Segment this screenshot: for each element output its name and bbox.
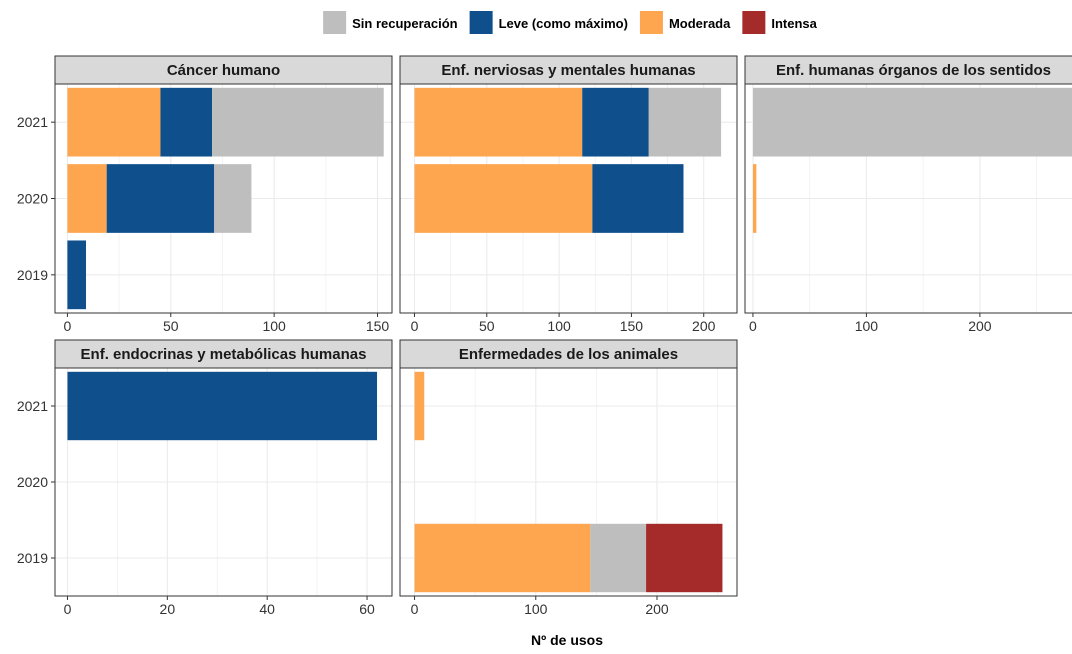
bar-2020-moderada	[67, 164, 107, 233]
facet-title: Enf. humanas órganos de los sentidos	[776, 62, 1051, 79]
legend-swatch-leve-como-maximo	[469, 11, 493, 34]
facet-title: Enf. nerviosas y mentales humanas	[441, 62, 695, 79]
bar-2020-sin-recuperacion	[214, 164, 252, 233]
y-tick-label: 2020	[17, 191, 48, 207]
bar-2020-leve-como-maximo	[592, 164, 684, 233]
bar-2021-sin-recuperacion	[752, 87, 1072, 157]
x-tick-label: 0	[749, 318, 757, 334]
x-tick-label: 100	[547, 318, 571, 334]
facet-strip	[399, 339, 738, 369]
x-tick-label: 0	[411, 318, 419, 334]
y-tick-label: 2020	[17, 474, 48, 490]
x-tick-label: 150	[366, 318, 390, 334]
bar-2020-moderada	[414, 164, 593, 233]
x-tick-label: 100	[262, 318, 286, 334]
x-tick-label: 200	[968, 318, 992, 334]
panel-border	[744, 83, 1072, 314]
y-tick-label: 2019	[17, 550, 48, 566]
bar-2021-sin-recuperacion	[648, 87, 722, 157]
x-tick-label: 60	[359, 601, 375, 617]
facet-title: Enfermedades de los animales	[459, 346, 678, 363]
bar-2021-moderada	[67, 87, 161, 157]
bar-2019-intensa	[646, 523, 723, 593]
legend-swatch-intensa	[742, 11, 766, 34]
facet-title: Cáncer humano	[167, 62, 280, 79]
bar-2021-leve-como-maximo	[67, 371, 378, 441]
y-tick-label: 2021	[17, 114, 48, 130]
bar-2021-leve-como-maximo	[160, 87, 213, 157]
bar-2019-sin-recuperacion	[590, 523, 647, 593]
x-tick-label: 0	[411, 601, 419, 617]
legend-label-leve-como-maximo: Leve (como máximo)	[499, 16, 628, 31]
bar-2019-moderada	[414, 523, 591, 593]
facet-cancer-humano: Cáncer humano 0 50 100 150 2019 2020 2021	[17, 55, 393, 334]
x-axis-title: Nº de usos	[531, 632, 603, 648]
facet-enf-humanas-organos-de-los-sentidos: Enf. humanas órganos de los sentidos 0 100…	[744, 55, 1072, 334]
facet-strip	[54, 339, 393, 369]
x-tick-label: 50	[479, 318, 495, 334]
x-tick-label: 150	[620, 318, 644, 334]
x-tick-label: 40	[259, 601, 275, 617]
legend-label-sin-recuperacion: Sin recuperación	[352, 16, 458, 31]
legend: Sin recuperación Leve (como máximo) Modera…	[323, 11, 818, 34]
facets: Cáncer humano 0 50 100 150 2019 2020 2021 Enf. n…	[17, 55, 1072, 617]
y-tick-label: 2019	[17, 267, 48, 283]
facet-enf-endocrinas-y-metabolicas-humanas: Enf. endocrinas y metabólicas humanas 0 20…	[17, 339, 393, 617]
x-tick-label: 100	[524, 601, 548, 617]
bar-2021-moderada	[414, 87, 583, 157]
facet-strip	[399, 55, 738, 85]
y-tick-label: 2021	[17, 398, 48, 414]
legend-label-intensa: Intensa	[771, 16, 817, 31]
facet-enfermedades-de-los-animales: Enfermedades de los animales 0 100 200	[399, 339, 738, 617]
x-tick-label: 0	[64, 601, 72, 617]
bar-2020-moderada	[752, 164, 757, 233]
x-tick-label: 50	[163, 318, 179, 334]
x-tick-label: 100	[855, 318, 879, 334]
bar-2019-leve-como-maximo	[67, 240, 87, 310]
panel-border	[399, 367, 738, 597]
legend-swatch-moderada	[639, 11, 663, 34]
facet-strip	[54, 55, 393, 85]
bar-2021-sin-recuperacion	[212, 87, 384, 157]
x-tick-label: 200	[645, 601, 669, 617]
legend-swatch-sin-recuperacion	[323, 11, 347, 34]
panel-border	[399, 83, 738, 314]
x-tick-label: 200	[692, 318, 716, 334]
facet-strip	[744, 55, 1072, 85]
bar-2020-leve-como-maximo	[106, 164, 215, 233]
bar-2021-leve-como-maximo	[582, 87, 649, 157]
facet-enf-nerviosas-y-mentales-humanas: Enf. nerviosas y mentales humanas 0 50 100 1…	[399, 55, 738, 334]
bar-2021-moderada	[414, 371, 425, 441]
x-tick-label: 20	[160, 601, 176, 617]
legend-label-moderada: Moderada	[669, 16, 731, 31]
facet-title: Enf. endocrinas y metabólicas humanas	[81, 346, 367, 363]
x-tick-label: 0	[64, 318, 72, 334]
